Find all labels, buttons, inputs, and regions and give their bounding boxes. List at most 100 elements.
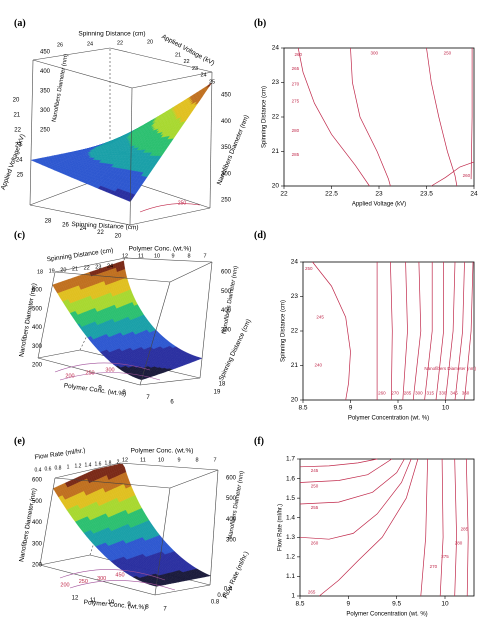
- x-tick-label: 26: [62, 222, 69, 228]
- top-axis-label-b: Polymer Conc. (wt.%): [129, 246, 192, 253]
- back-z-axis-label: Nanofibers Diameter (nm): [222, 266, 240, 335]
- back-z-tick-label: 250: [40, 128, 51, 134]
- x-tick-label: 28: [45, 219, 52, 225]
- z-tick-label: 300: [32, 344, 43, 350]
- contour-line: [454, 458, 457, 597]
- y-tick-label: 21: [272, 148, 280, 155]
- surface-panel-(c): [37, 257, 213, 386]
- contour-label: 260: [463, 173, 471, 178]
- y-tick-label: 24: [291, 259, 299, 266]
- contour-annotation: Nanofibers Diameter (nm): [424, 366, 476, 371]
- z-tick-label: 200: [32, 563, 43, 569]
- top-tick-label-a: 22: [84, 265, 90, 271]
- y-tick-label: 20: [13, 98, 20, 104]
- top-tick-label-a: 22: [117, 40, 123, 46]
- y-tick-label: 24: [16, 158, 23, 164]
- contour-panel-(b): 22 22.5 23 23.5 24 20 21 22 23 24 Applied Voltage …: [262, 45, 478, 208]
- x-tick-label: 24: [470, 191, 478, 198]
- back-z-tick-label: 300: [226, 538, 237, 544]
- x-tick-label: 8.5: [295, 601, 304, 608]
- contour-line: [297, 47, 370, 187]
- floor-contour-label: 300: [105, 367, 114, 373]
- contour-label: 250: [444, 50, 452, 55]
- x-tick-label: 8: [122, 390, 126, 396]
- box-edge: [209, 71, 213, 209]
- top-tick-label-a: 1.8: [105, 460, 112, 466]
- y-tick-label: 20: [291, 397, 299, 404]
- z-tick-label: 300: [221, 171, 232, 177]
- x-tick-label: 10: [441, 601, 449, 608]
- y-tick-label: 23: [272, 79, 280, 86]
- top-tick-label-b: 12: [122, 457, 128, 463]
- contour-line: [431, 161, 475, 187]
- y-tick-label: 18: [219, 382, 226, 388]
- box-edge: [37, 271, 56, 359]
- top-tick-label-b: 8: [187, 253, 190, 259]
- x-tick-label: 7: [163, 607, 167, 613]
- box-edge: [139, 281, 171, 386]
- y-tick-label: 1.7: [286, 456, 295, 463]
- x-tick-label: 9: [349, 405, 353, 412]
- floor-contour-label: 250: [85, 370, 94, 376]
- z-tick-label: 600: [32, 288, 43, 294]
- top-tick-label-b: 21: [175, 52, 181, 58]
- floor-contour: [54, 362, 151, 373]
- top-tick-label-b: 9: [177, 457, 180, 463]
- box-edge: [32, 59, 133, 89]
- back-z-tick-label: 500: [221, 289, 232, 295]
- y-axis-label: Applied Voltage (kV): [0, 133, 27, 191]
- top-axis-label-b: Polymer Conc. (wt.%): [131, 448, 194, 455]
- contour-panel-(f): 8.5 9 9.5 10 1 1.1 1.2 1.3 1.4 1.5 1.6 1.7 Polymer C…: [278, 456, 475, 618]
- floor-contour: [59, 569, 166, 581]
- x-tick-label: 9: [127, 602, 131, 608]
- box-edge: [119, 462, 219, 471]
- x-tick-label: 11: [90, 598, 97, 604]
- top-tick-label-a: 21: [72, 266, 78, 272]
- x-axis-label: Polymer Conc. (wt.%): [83, 599, 146, 611]
- box-edge: [129, 87, 133, 226]
- x-tick-label: 7: [146, 395, 150, 401]
- back-z-tick-label: 600: [221, 270, 232, 276]
- box-edge: [169, 469, 219, 489]
- back-z-tick-label: 300: [221, 328, 232, 334]
- box-edge: [54, 271, 171, 283]
- contour-line: [454, 261, 465, 401]
- x-tick-label: 8.5: [298, 405, 307, 412]
- contour-label: 285: [292, 152, 300, 157]
- y-axis-label: Spinning Distance (cm): [281, 300, 287, 362]
- top-tick-label-b: 25: [209, 79, 215, 85]
- plot-frame: [302, 261, 475, 401]
- z-tick-label: 500: [32, 499, 43, 505]
- contour-line: [420, 458, 428, 597]
- top-axis-label-a: Flow Rate (ml/hr.): [34, 447, 86, 461]
- contour-label: 275: [292, 99, 300, 104]
- box-edge: [37, 349, 81, 359]
- y-tick-label: 23: [291, 293, 299, 300]
- top-tick-label-a: 1.2: [75, 463, 82, 469]
- back-z-tick-label: 500: [226, 496, 237, 502]
- y-tick-label: 1.4: [286, 514, 295, 521]
- y-tick-label: 1: [291, 593, 295, 600]
- top-tick-label-b: 8: [195, 457, 198, 463]
- x-tick-label: 20: [115, 234, 122, 240]
- contour-line: [412, 261, 422, 401]
- y-axis-label: Flow Rate (ml/hr.): [278, 504, 284, 551]
- contour-line: [439, 458, 444, 597]
- contour-label: 250: [311, 484, 319, 489]
- box-edge: [131, 71, 213, 89]
- top-tick-label-b: 24: [200, 73, 206, 79]
- x-tick-label: 10: [108, 600, 115, 606]
- x-tick-label: 23: [375, 191, 383, 198]
- top-tick-label-a: 2: [117, 459, 120, 465]
- y-tick-label: 22: [14, 128, 21, 134]
- x-tick-label: 24: [80, 226, 87, 232]
- x-tick-label: 9: [347, 601, 351, 608]
- y-tick-label: 1.3: [286, 534, 295, 541]
- x-axis-label: Polymer Conc. (wt.%): [63, 382, 126, 398]
- y-tick-label: 1.6: [286, 475, 295, 482]
- contour-line: [299, 458, 405, 505]
- contour-line: [445, 261, 456, 401]
- contour-line: [464, 261, 474, 401]
- x-tick-label: 12: [72, 596, 79, 602]
- box-edge: [154, 584, 211, 596]
